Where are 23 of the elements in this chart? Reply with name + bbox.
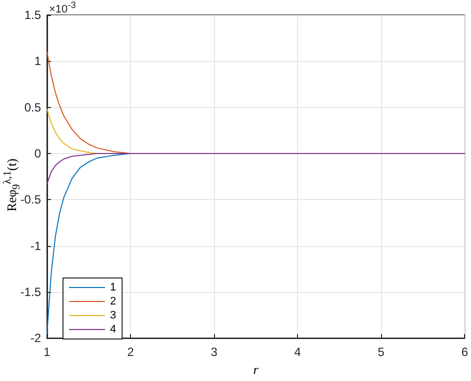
legend-label: 4 xyxy=(110,324,116,336)
line-series xyxy=(46,152,466,184)
y-tick-label: 1 xyxy=(34,54,42,68)
legend-label: 3 xyxy=(110,310,116,322)
x-axis-title: r xyxy=(253,362,260,377)
y-tick-label: -1 xyxy=(30,238,42,253)
line-series xyxy=(46,51,132,154)
x-tick-label: 6 xyxy=(461,345,468,360)
y-tick-label: -2 xyxy=(30,331,42,346)
x-tick-label: 2 xyxy=(127,345,134,360)
y-tick-label: -0.5 xyxy=(20,192,42,207)
y-tick-label: 1.5 xyxy=(24,8,42,22)
x-tick-label: 1 xyxy=(44,345,51,360)
y-tick-label: -1.5 xyxy=(20,284,42,299)
x-tick-label: 4 xyxy=(294,345,302,360)
line-series xyxy=(46,108,98,154)
annotation: ×10$^{-3}$ xyxy=(49,0,76,16)
legend-label: 2 xyxy=(110,296,116,308)
x-tick-label: 5 xyxy=(378,345,385,360)
x-tick-label: 3 xyxy=(210,345,218,360)
legend-label: 1 xyxy=(110,282,116,294)
y-tick-label: 0.5 xyxy=(24,100,42,114)
y-tick-label: 0 xyxy=(34,146,42,160)
